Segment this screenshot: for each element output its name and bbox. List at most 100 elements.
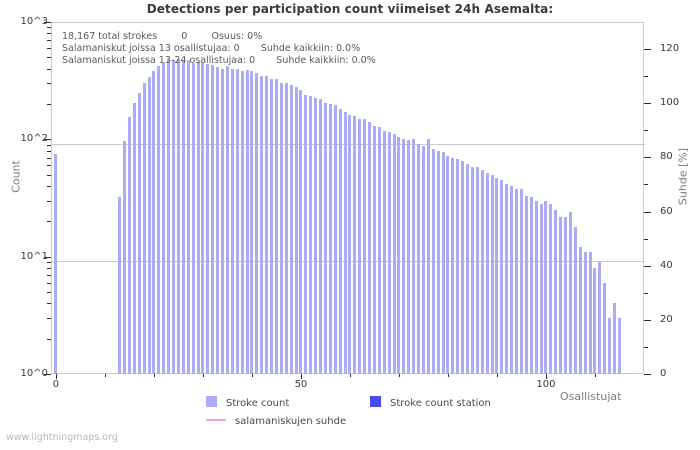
bar: [172, 60, 176, 374]
y-left-minor-tickmark: [47, 40, 51, 42]
bar: [402, 139, 406, 374]
x-tickmark-60: [349, 374, 351, 377]
bar: [387, 132, 391, 374]
x-tickmark-30: [202, 374, 204, 377]
bar: [176, 59, 180, 374]
y-right-tickmark-120: [644, 49, 651, 51]
bar: [118, 197, 122, 374]
y-left-minor-tickmark: [47, 27, 51, 29]
y-right-tickmark-80: [644, 157, 651, 159]
chart-legend: Stroke count Stroke count station salama…: [0, 392, 700, 432]
bar: [466, 163, 470, 374]
x-tickmark-50: [300, 374, 302, 379]
bar: [368, 122, 372, 374]
y-left-ticklabel-0: 10^3: [20, 16, 48, 27]
bar: [216, 66, 220, 374]
y-right-ticklabel-60: 60: [660, 205, 673, 217]
bar: [250, 71, 254, 374]
bar: [201, 63, 205, 374]
bar: [622, 372, 626, 374]
x-axis-label: Osallistujat: [560, 390, 622, 403]
y-left-minor-tickmark: [47, 291, 51, 293]
bar: [343, 112, 347, 374]
bar: [245, 69, 249, 374]
bar: [588, 251, 592, 374]
bar: [564, 216, 568, 374]
bar: [539, 204, 543, 374]
footer-url: www.lightningmaps.org: [6, 432, 118, 443]
bar: [54, 154, 58, 374]
y-left-minor-tickmark: [47, 104, 51, 105]
y-left-tickmark-0: [44, 22, 51, 23]
y-left-minor-tickmark: [47, 303, 51, 305]
bar: [554, 209, 558, 374]
legend-line-ratio: [206, 419, 226, 421]
x-tickmark-10: [104, 374, 106, 377]
bar: [559, 216, 563, 374]
y-right-tickmark-20: [644, 319, 651, 321]
y-right-tickmark-10: [644, 346, 648, 348]
y-left-minor-tickmark: [47, 144, 51, 146]
bar: [353, 116, 357, 374]
bar: [206, 64, 210, 374]
bar: [225, 66, 229, 374]
y-left-minor-tickmark: [47, 186, 51, 188]
bar: [137, 92, 141, 374]
bar: [260, 75, 264, 374]
bar: [270, 78, 274, 374]
bar: [456, 159, 460, 374]
bar: [358, 118, 362, 374]
legend-item-ratio[interactable]: salamaniskujen suhde: [206, 416, 346, 427]
bar: [299, 89, 303, 374]
bar-series-stroke-count: [51, 22, 644, 374]
bar: [485, 172, 489, 374]
y-right-tickmark-30: [644, 292, 648, 294]
annotation-participants-13-24: Salamaniskut joissa 13-24 osallistujaa: …: [62, 55, 376, 66]
bar: [451, 157, 455, 374]
bar: [147, 76, 151, 374]
bar: [603, 282, 607, 374]
x-tickmark-70: [398, 374, 400, 377]
bar: [372, 125, 376, 374]
y-left-minor-tickmark: [47, 83, 51, 85]
y-right-ticklabel-120: 120: [660, 43, 680, 55]
bar: [470, 167, 474, 374]
bar: [598, 262, 602, 374]
bar: [573, 226, 577, 374]
bar: [412, 139, 416, 374]
bar: [142, 83, 146, 374]
bar: [328, 104, 332, 374]
x-tickmark-100: [545, 374, 547, 379]
bar: [196, 61, 200, 374]
bar: [524, 195, 528, 374]
y-left-ticklabel-2: 10^1: [20, 250, 48, 262]
y-left-minor-tickmark: [47, 338, 51, 340]
y-left-minor-tickmark: [47, 274, 51, 276]
y-right-tickmark-100: [644, 103, 651, 105]
bar: [123, 140, 126, 374]
y-axis-left-label: Count: [9, 160, 23, 193]
legend-label-stroke-count-station: Stroke count station: [390, 398, 491, 409]
legend-item-stroke-count-station[interactable]: Stroke count station: [370, 396, 491, 409]
bar: [382, 130, 386, 374]
bar: [431, 149, 435, 374]
legend-label-ratio: salamaniskujen suhde: [235, 416, 347, 427]
bar: [309, 95, 313, 374]
bar: [162, 63, 166, 374]
bar: [274, 78, 278, 374]
y-left-ticklabel-3: 10^0: [20, 368, 48, 379]
bar: [490, 174, 494, 374]
y-right-tickmark-110: [644, 76, 648, 78]
y-left-minor-tickmark: [47, 174, 51, 176]
legend-item-stroke-count[interactable]: Stroke count: [206, 396, 289, 409]
bar: [333, 105, 337, 374]
x-tickmark-0: [55, 374, 57, 379]
x-tickmark-90: [496, 374, 498, 377]
y-right-tickmark-40: [644, 265, 651, 267]
bar: [284, 82, 288, 374]
y-left-tickmark-3: [44, 374, 51, 375]
y-left-minor-tickmark: [47, 268, 51, 270]
bar: [436, 150, 440, 374]
bar: [127, 117, 131, 374]
